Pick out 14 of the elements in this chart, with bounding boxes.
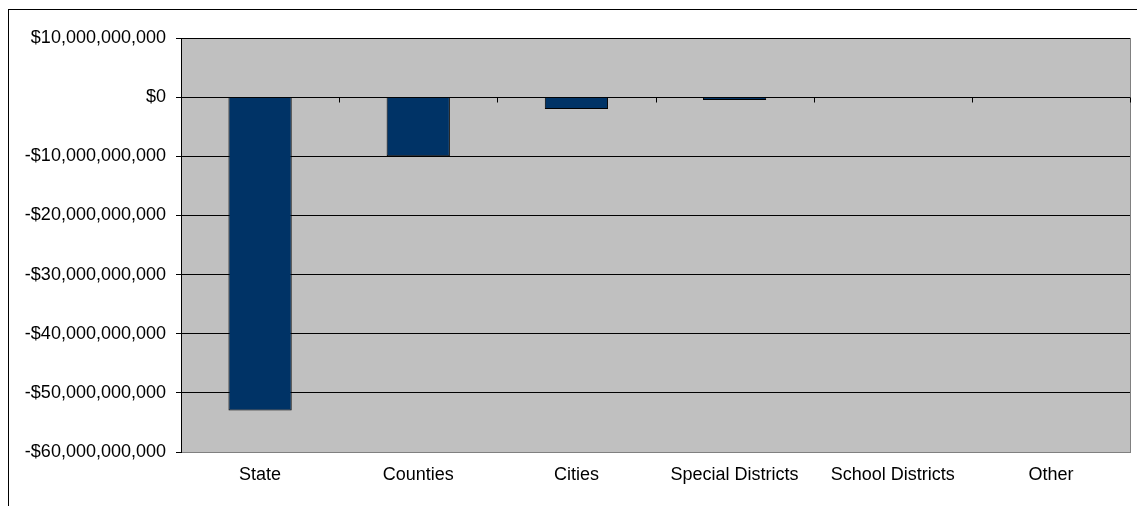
x-tick-label: State (239, 463, 282, 484)
x-tick-label: Special Districts (670, 463, 799, 484)
y-tick-label: $0 (145, 86, 166, 107)
y-tick-label: $10,000,000,000 (30, 26, 166, 47)
x-tick-label: Other (1028, 463, 1074, 484)
x-tick-label: Counties (382, 463, 454, 484)
y-tick-label: -$10,000,000,000 (24, 145, 166, 166)
x-tick-label: Cities (553, 463, 599, 484)
y-tick-label: -$40,000,000,000 (24, 322, 166, 343)
y-tick-label: -$50,000,000,000 (24, 381, 166, 402)
y-tick-label: -$20,000,000,000 (24, 204, 166, 225)
y-tick-label: -$30,000,000,000 (24, 263, 166, 284)
y-tick-label: -$60,000,000,000 (24, 440, 166, 461)
x-tick-label: School Districts (830, 463, 955, 484)
